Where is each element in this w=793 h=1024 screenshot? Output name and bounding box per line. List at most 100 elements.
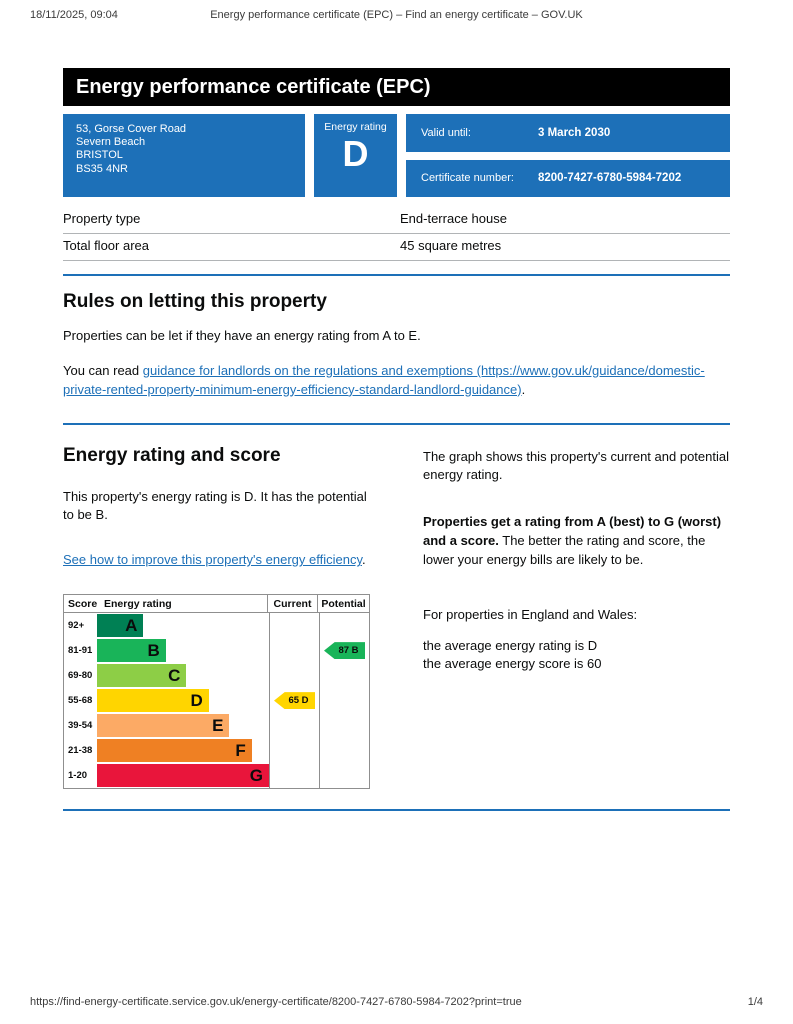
band-score: 21-38	[68, 745, 93, 757]
chart-body: 92+ A 81-91 B 69-80 C 55-68 D 39-54 E 21-38 F 1-20 G …	[64, 613, 371, 789]
chart-header-potential: Potential	[317, 595, 369, 613]
band-bar: A	[97, 614, 144, 638]
letting-rules-heading: Rules on letting this property	[63, 291, 327, 312]
rating-scale-text: Properties get a rating from A (best) to…	[423, 513, 730, 570]
epc-band-d: 55-68 D	[64, 688, 269, 713]
property-details-table: Property type End-terrace house Total fl…	[63, 207, 730, 261]
epc-band-f: 21-38 F	[64, 738, 269, 763]
band-track: C	[97, 663, 269, 688]
band-bar: D	[97, 689, 209, 713]
epc-chart: Score Energy rating Current Potential 92…	[63, 594, 371, 790]
band-track: A	[97, 613, 269, 638]
average-rating-text: the average energy rating is D	[423, 637, 598, 653]
address-line-2: Severn Beach	[76, 136, 146, 149]
chart-header-row: Score Energy rating Current Potential	[64, 595, 369, 614]
rating-scale-bold-text: Properties get a rating from A (best) to…	[423, 514, 722, 549]
print-header: 18/11/2025, 09:04 Energy performance cer…	[30, 9, 763, 23]
graph-explainer-text: The graph shows this property's current …	[423, 448, 729, 483]
averages-text: the average energy rating is D the averag…	[423, 637, 730, 675]
chart-bands: 92+ A 81-91 B 69-80 C 55-68 D 39-54 E 21-38 F 1-20 G	[64, 613, 269, 788]
potential-rating-marker: 87 B	[324, 642, 365, 660]
chart-potential-column: 87 B	[319, 613, 371, 789]
valid-until-value: 3 March 2030	[538, 126, 611, 139]
epc-band-e: 39-54 E	[64, 713, 269, 738]
energy-rating-box: Energy rating D	[314, 114, 397, 197]
band-score: 69-80	[68, 670, 93, 682]
rating-and-score-section: Energy rating and score This property's …	[63, 445, 730, 790]
band-letter: D	[190, 690, 203, 710]
detail-label: Total floor area	[63, 238, 149, 253]
print-page-title: Energy performance certificate (EPC) – F…	[210, 9, 583, 21]
detail-label: Property type	[63, 211, 141, 226]
band-letter: G	[249, 765, 263, 785]
chart-header-current: Current	[267, 595, 317, 613]
blue-divider	[63, 274, 730, 276]
band-letter: E	[212, 715, 224, 735]
page-banner: Energy performance certificate (EPC)	[63, 68, 730, 106]
band-letter: C	[168, 665, 181, 685]
energy-rating-value: D	[342, 133, 369, 174]
chart-header-score: Score	[68, 597, 98, 610]
band-bar: F	[97, 739, 252, 763]
chart-header-energy-rating: Energy rating	[104, 597, 172, 610]
epc-band-c: 69-80 C	[64, 663, 269, 688]
letting-rules-section: Rules on letting this property Propertie…	[63, 291, 730, 400]
improve-efficiency-paragraph: See how to improve this property's energ…	[63, 551, 370, 570]
band-track: E	[97, 713, 269, 738]
england-wales-text: For properties in England and Wales:	[423, 606, 638, 622]
band-bar: B	[97, 639, 166, 663]
guidance-suffix-text: .	[521, 381, 526, 397]
certificate-number-label: Certificate number:	[421, 172, 514, 185]
chart-current-column: 65 D	[269, 613, 319, 789]
blue-divider	[63, 809, 730, 812]
band-track: F	[97, 738, 269, 763]
rating-scale-rest-text: The better the rating and score, the low…	[423, 533, 706, 567]
blue-divider	[63, 422, 730, 425]
detail-row-property-type: Property type End-terrace house	[63, 207, 730, 234]
band-score: 39-54	[68, 720, 93, 732]
print-footer: https://find-energy-certificate.service.…	[30, 996, 763, 1008]
band-letter: A	[125, 615, 138, 635]
certificate-number-value: 8200-7427-6780-5984-7202	[538, 172, 682, 185]
address-line-4: BS35 4NR	[76, 162, 128, 175]
epc-band-b: 81-91 B	[64, 638, 269, 663]
detail-value: End-terrace house	[400, 211, 507, 226]
band-letter: B	[147, 640, 160, 660]
band-score: 81-91	[68, 645, 93, 657]
band-bar: C	[97, 664, 187, 688]
improve-suffix-text: .	[361, 552, 366, 568]
page-title: Energy performance certificate (EPC)	[76, 75, 431, 98]
landlord-guidance-link[interactable]: guidance for landlords on the regulation…	[63, 362, 705, 397]
rating-score-column: Energy rating and score This property's …	[63, 445, 370, 790]
band-track: G	[97, 763, 269, 788]
address-line-3: BRISTOL	[76, 149, 123, 162]
certificate-number-row: Certificate number: 8200-7427-6780-5984-…	[406, 159, 730, 197]
detail-row-floor-area: Total floor area 45 square metres	[63, 234, 730, 261]
band-track: D	[97, 688, 269, 713]
letting-rules-text: Properties can be let if they have an en…	[63, 328, 421, 343]
print-datetime: 18/11/2025, 09:04	[30, 9, 118, 21]
epc-band-a: 92+ A	[64, 613, 269, 638]
energy-rating-label: Energy rating	[324, 121, 387, 133]
band-score: 92+	[68, 620, 85, 632]
band-score: 55-68	[68, 695, 93, 707]
band-bar: E	[97, 714, 230, 738]
guidance-prefix-text: You can read	[63, 362, 143, 378]
band-letter: F	[235, 740, 246, 760]
improve-efficiency-link[interactable]: See how to improve this property's energ…	[63, 552, 362, 568]
print-page-number: 1/4	[747, 996, 763, 1008]
certificate-summary-panel: 53, Gorse Cover Road Severn Beach BRISTO…	[63, 114, 730, 197]
rating-summary-text: This property's energy rating is D. It h…	[63, 488, 367, 523]
valid-until-row: Valid until: 3 March 2030	[406, 114, 730, 152]
rating-explanation-column: The graph shows this property's current …	[423, 445, 730, 790]
print-url: https://find-energy-certificate.service.…	[30, 996, 522, 1008]
property-address: 53, Gorse Cover Road Severn Beach BRISTO…	[63, 114, 305, 197]
valid-until-label: Valid until:	[421, 126, 471, 139]
band-score: 1-20	[68, 770, 88, 782]
detail-value: 45 square metres	[400, 238, 502, 253]
rating-score-heading: Energy rating and score	[63, 444, 281, 466]
epc-certificate-page: Energy performance certificate (EPC) 53,…	[63, 68, 730, 812]
certificate-meta-column: Valid until: 3 March 2030 Certificate nu…	[406, 114, 730, 197]
epc-band-g: 1-20 G	[64, 763, 269, 788]
average-score-text: the average energy score is 60	[423, 656, 602, 672]
